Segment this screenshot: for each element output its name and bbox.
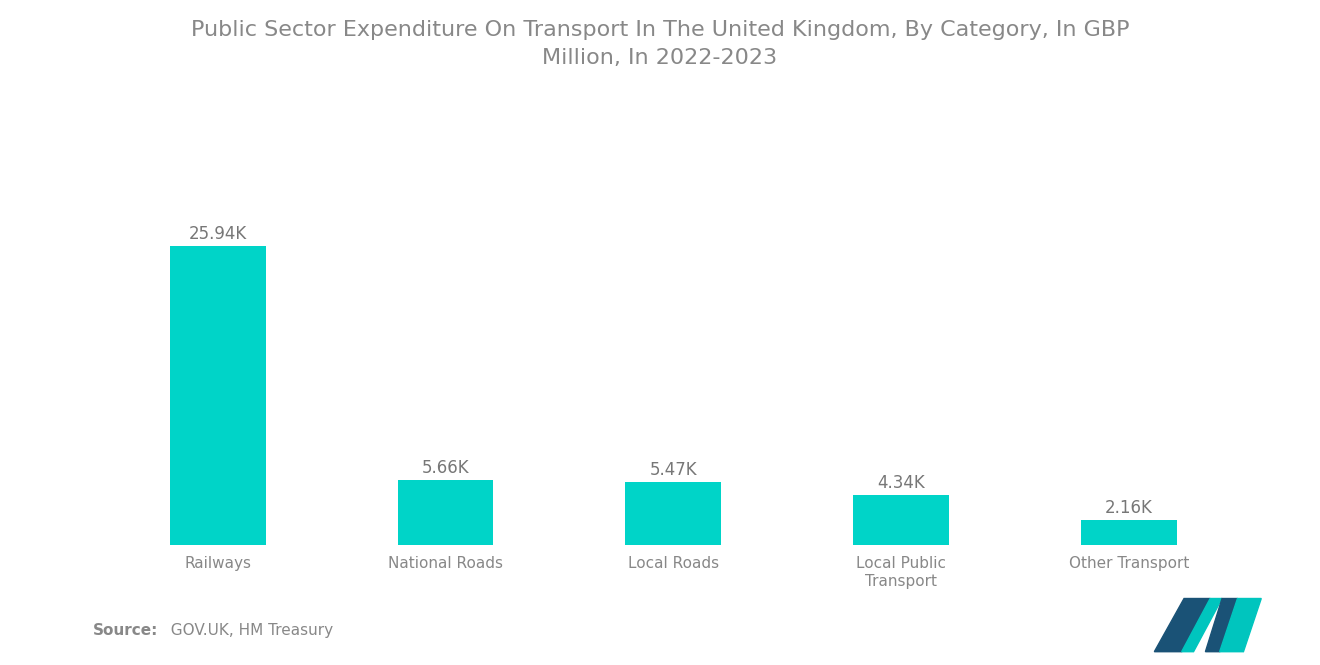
Bar	[397, 480, 494, 545]
Text: Source:: Source:	[92, 623, 158, 638]
Polygon shape	[1181, 598, 1222, 652]
Bar	[626, 482, 721, 545]
Text: 4.34K: 4.34K	[876, 474, 925, 492]
Text: 2.16K: 2.16K	[1105, 499, 1152, 517]
Text: 5.66K: 5.66K	[421, 459, 469, 477]
Text: 5.47K: 5.47K	[649, 461, 697, 479]
Bar	[170, 246, 265, 545]
Polygon shape	[1220, 598, 1262, 652]
Text: 25.94K: 25.94K	[189, 225, 247, 243]
Bar	[1081, 521, 1176, 545]
Polygon shape	[1205, 598, 1238, 652]
Text: GOV.UK, HM Treasury: GOV.UK, HM Treasury	[161, 623, 333, 638]
Bar	[853, 495, 949, 545]
Text: Public Sector Expenditure On Transport In The United Kingdom, By Category, In GB: Public Sector Expenditure On Transport I…	[191, 20, 1129, 68]
Polygon shape	[1154, 598, 1210, 652]
